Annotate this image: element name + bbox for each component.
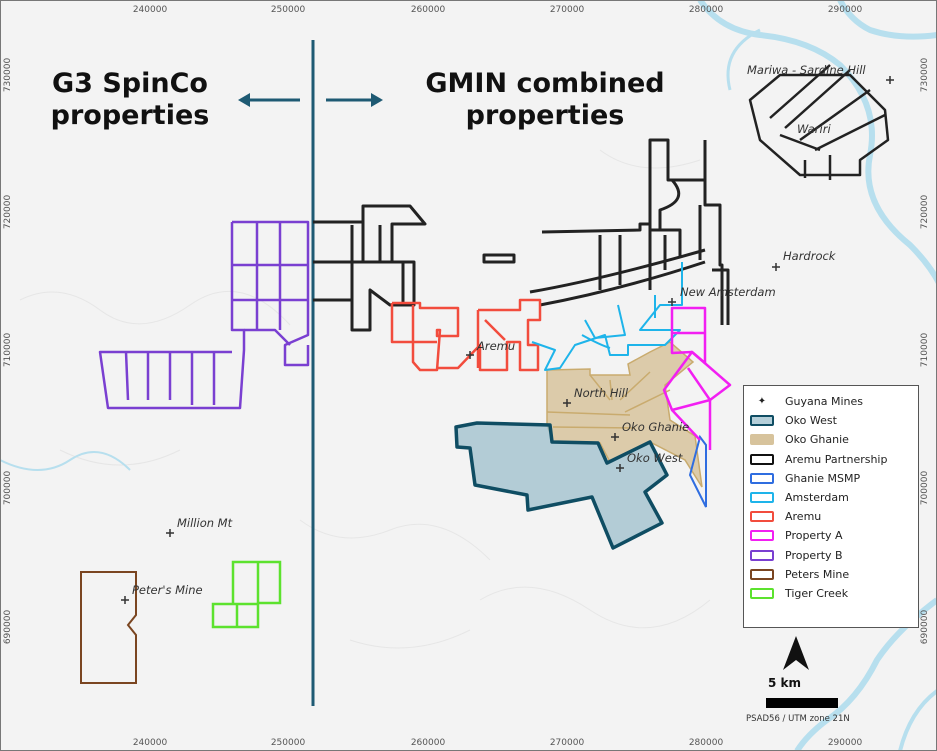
easting-tick-top: 240000 <box>133 5 168 15</box>
scale-label: 5 km <box>768 676 802 690</box>
heading-gmin-combined: GMIN combined properties <box>425 68 665 131</box>
tiger-creek-area[interactable] <box>211 560 282 629</box>
legend: ✦ Guyana Mines Oko West Oko Ghanie Aremu Par… <box>743 385 919 628</box>
place-label[interactable]: Oko West <box>627 451 683 465</box>
northing-tick-right: 730000 <box>920 58 930 93</box>
arrow-right-icon <box>326 93 383 107</box>
crs-label: PSAD56 / UTM zone 21N <box>746 714 850 724</box>
northing-tick-right: 720000 <box>920 195 930 230</box>
legend-item: Oko Ghanie <box>750 430 912 449</box>
legend-label: Peters Mine <box>785 567 850 581</box>
easting-tick-top: 290000 <box>828 5 863 15</box>
easting-tick-bottom: 260000 <box>411 738 446 748</box>
hillshade <box>19 149 711 649</box>
legend-swatch <box>750 472 774 484</box>
mine-cross-icon <box>611 433 619 441</box>
easting-tick-bottom: 240000 <box>133 738 168 748</box>
legend-swatch <box>750 415 774 427</box>
northing-tick-right: 710000 <box>920 333 930 368</box>
cross-icon: ✦ <box>757 396 767 408</box>
mine-cross-icon <box>563 399 571 407</box>
legend-label: Ghanie MSMP <box>785 471 861 485</box>
easting-tick-bottom: 290000 <box>828 738 863 748</box>
easting-tick-bottom: 250000 <box>271 738 306 748</box>
northing-tick-right: 700000 <box>920 471 930 506</box>
amsterdam-area[interactable] <box>531 262 683 371</box>
legend-label: Oko Ghanie <box>785 433 849 447</box>
mine-cross-icon <box>616 464 624 472</box>
arrow-left-icon <box>238 93 300 107</box>
place-label[interactable]: Aremu <box>476 339 515 353</box>
legend-swatch <box>750 492 774 504</box>
legend-swatch <box>750 453 774 465</box>
northing-tick-left: 690000 <box>3 610 13 645</box>
mine-cross-icon <box>886 76 894 84</box>
legend-swatch <box>750 511 774 523</box>
place-label[interactable]: Oko Ghanie <box>622 420 689 434</box>
mine-cross-icon <box>772 263 780 271</box>
north-arrow-icon <box>783 636 809 670</box>
easting-tick-bottom: 280000 <box>689 738 724 748</box>
aremu-area[interactable] <box>390 298 542 372</box>
easting-tick-top: 250000 <box>271 5 306 15</box>
easting-tick-bottom: 270000 <box>550 738 585 748</box>
legend-label: Tiger Creek <box>785 586 849 600</box>
legend-swatch <box>750 587 774 599</box>
legend-item: Tiger Creek <box>750 584 912 603</box>
mine-cross-icon <box>668 298 676 306</box>
aremu-partnership-area[interactable] <box>313 138 730 332</box>
legend-item: Ghanie MSMP <box>750 469 912 488</box>
place-label[interactable]: Mariwa - Sardine Hill <box>747 63 866 77</box>
place-label[interactable]: Wariri <box>797 122 831 136</box>
easting-tick-top: 280000 <box>689 5 724 15</box>
property-b-area[interactable] <box>98 220 310 410</box>
legend-item: Aremu Partnership <box>750 450 912 469</box>
legend-label: Aremu Partnership <box>785 452 888 466</box>
legend-label: Oko West <box>785 414 837 428</box>
northing-tick-left: 730000 <box>3 58 13 93</box>
mine-cross-icon <box>121 596 129 604</box>
legend-label: Guyana Mines <box>785 395 863 409</box>
oko-ghanie-lines <box>546 371 671 429</box>
legend-label: Property B <box>785 548 843 562</box>
scale-bar <box>766 698 838 708</box>
legend-label: Aremu <box>785 510 822 524</box>
legend-item: Peters Mine <box>750 565 912 584</box>
northing-tick-left: 720000 <box>3 195 13 230</box>
place-label[interactable]: Million Mt <box>177 516 233 530</box>
legend-item: Aremu <box>750 507 912 526</box>
place-label[interactable]: New Amsterdam <box>680 285 776 299</box>
property-a-area[interactable] <box>662 306 732 450</box>
place-label[interactable]: North Hill <box>574 386 629 400</box>
mine-cross-icon <box>466 351 474 359</box>
mine-cross-icon <box>166 529 174 537</box>
legend-swatch <box>750 530 774 542</box>
legend-item: Property B <box>750 546 912 565</box>
legend-item: Amsterdam <box>750 488 912 507</box>
heading-g3-spinco: G3 SpinCo properties <box>50 68 210 131</box>
place-label[interactable]: Hardrock <box>783 249 837 263</box>
legend-swatch <box>750 568 774 580</box>
legend-item: Property A <box>750 526 912 545</box>
ghanie-msmp-area[interactable] <box>688 434 707 508</box>
legend-label: Amsterdam <box>785 491 849 505</box>
legend-swatch <box>750 549 774 561</box>
easting-tick-top: 260000 <box>411 5 446 15</box>
mariwa-wariri-area[interactable] <box>748 64 890 180</box>
oko-west-area[interactable] <box>454 421 669 550</box>
northing-tick-left: 710000 <box>3 333 13 368</box>
easting-tick-top: 270000 <box>550 5 585 15</box>
peters-mine-area[interactable] <box>80 571 137 684</box>
legend-label: Property A <box>785 529 843 543</box>
northing-tick-right: 690000 <box>920 610 930 645</box>
legend-item: Oko West <box>750 411 912 430</box>
place-label[interactable]: Peter's Mine <box>132 583 203 597</box>
legend-item: ✦ Guyana Mines <box>750 392 912 411</box>
legend-swatch <box>750 434 774 446</box>
northing-tick-left: 700000 <box>3 471 13 506</box>
